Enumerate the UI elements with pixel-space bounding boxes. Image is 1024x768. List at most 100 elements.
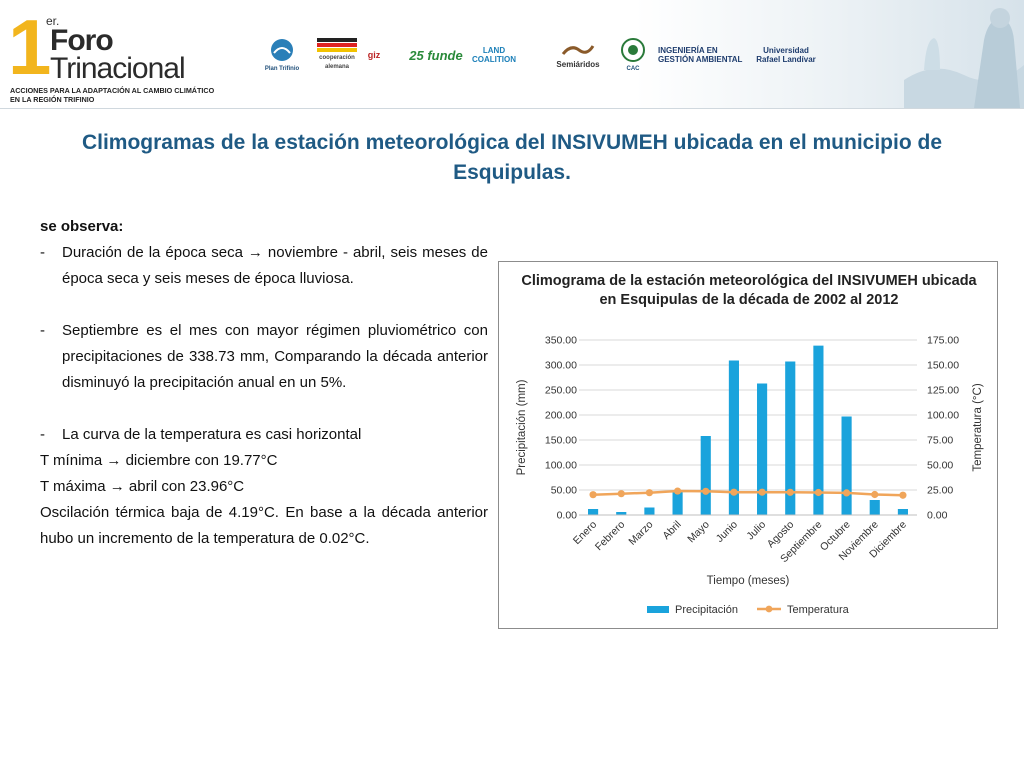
precipitation-bar: [644, 507, 655, 515]
temperature-point: [842, 489, 851, 497]
landscape-illustration-icon: [904, 8, 1024, 108]
temperature-point: [814, 488, 823, 497]
x-tick-label: Abril: [660, 519, 683, 542]
logo-label: Plan Trifinio: [264, 65, 300, 72]
precipitation-bar: [700, 436, 711, 515]
bullet-dry-season: - Duración de la época seca → noviembre …: [40, 240, 488, 292]
url-logo: Universidad Rafael Landívar: [756, 32, 816, 78]
oscilacion-text: Oscilación térmica baja de 4.19°C. En ba…: [40, 504, 488, 547]
bullet-temperature-curve: - La curva de la temperatura es casi hor…: [40, 422, 488, 448]
temperature-point: [617, 490, 625, 498]
page-title: Climogramas de la estación meteorológica…: [81, 131, 943, 184]
climogram-chart: Climograma de la estación meteorológica …: [498, 261, 998, 629]
y-tick-label: 100.00: [545, 460, 577, 472]
y-tick-label: 300.00: [545, 360, 577, 372]
precipitation-bar: [588, 509, 599, 515]
plan-trifinio-logo: Plan Trifinio: [262, 32, 302, 78]
y2-axis-label: Temperatura (°C): [972, 383, 984, 471]
bullet-text: Septiembre es el mes con mayor régimen p…: [62, 322, 488, 391]
bullet-dash: -: [40, 322, 45, 339]
funde-logo: 25 funde: [408, 32, 464, 78]
temperature-point: [645, 489, 654, 497]
y-tick-label: 350.00: [545, 335, 577, 347]
brand-line-1: Foro: [50, 24, 114, 57]
x-tick-label: Febrero: [593, 519, 628, 554]
temperature-point: [702, 487, 710, 495]
foro-trinacional-logo: 1 er. Foro Trinacional ACCIONES PARA LA …: [8, 8, 248, 104]
temperature-point: [871, 490, 879, 499]
precipitation-bar: [616, 512, 627, 515]
brand-line-2: Trinacional: [50, 52, 186, 85]
x-axis-label: Tiempo (meses): [707, 575, 790, 587]
tmin-text: T mínima → diciembre con 19.77°C: [40, 452, 278, 469]
precipitation-bar: [869, 500, 880, 515]
brand-number: 1: [8, 3, 52, 91]
chart-plot: 0.00 50.00 100.00 150.00 200.00 250.00 300.00 3…: [516, 335, 984, 617]
precipitation-bar: [757, 383, 768, 515]
precipitation-bar: [813, 345, 824, 515]
x-tick-label: Marzo: [626, 519, 655, 548]
logo-label: 25 funde: [409, 47, 463, 63]
brand-superscript: er.: [46, 14, 60, 28]
temperature-point: [673, 487, 682, 495]
y2-tick-label: 50.00: [927, 460, 953, 472]
y-tick-label: 50.00: [551, 485, 577, 497]
x-tick-label: Mayo: [685, 519, 712, 546]
y-tick-label: 250.00: [545, 385, 577, 397]
y2-tick-label: 175.00: [927, 335, 959, 347]
precipitation-bar: [841, 416, 852, 515]
logo-label: Semiáridos: [556, 59, 600, 69]
giz-logo: giz: [364, 32, 384, 78]
ingenieria-logo: INGENIERÍA EN GESTIÓN AMBIENTAL: [658, 32, 748, 78]
legend-temperature-label: Temperatura: [787, 604, 850, 616]
logo-label: Universidad Rafael Landívar: [756, 46, 816, 64]
legend-temperature-marker: [765, 605, 773, 613]
precipitation-bar: [672, 491, 683, 515]
tmax-text: T máxima → abril con 23.96°C: [40, 478, 245, 495]
y2-tick-label: 0.00: [927, 510, 948, 522]
x-tick-label: Junio: [714, 519, 740, 545]
land-coalition-logo: LAND COALITION: [472, 32, 517, 78]
logo-label: CAC: [626, 65, 640, 72]
legend-precipitation-label: Precipitación: [675, 604, 738, 616]
brand-tagline: ACCIONES PARA LA ADAPTACIÓN AL CAMBIO CL…: [10, 86, 250, 104]
logo-label: cooperación alemana: [319, 55, 355, 70]
temperature-point: [589, 491, 597, 499]
logo-label: LAND COALITION: [472, 46, 517, 64]
header-banner: 1 er. Foro Trinacional ACCIONES PARA LA …: [0, 0, 1024, 109]
precipitation-bar: [728, 360, 739, 515]
chart-title: Climograma de la estación meteorológica …: [521, 273, 977, 308]
logo-label: INGENIERÍA EN GESTIÓN AMBIENTAL: [658, 46, 743, 64]
tagline-line-1: ACCIONES PARA LA ADAPTACIÓN AL CAMBIO CL…: [10, 86, 215, 95]
logo-label: giz: [367, 49, 381, 60]
temperature-line: [593, 489, 903, 497]
y-tick-label: 0.00: [557, 510, 578, 522]
bullet-dash: -: [40, 244, 45, 261]
bullet-september-rain: - Septiembre es el mes con mayor régimen…: [40, 318, 488, 396]
bullet-text: La curva de la temperatura es casi horiz…: [62, 426, 362, 443]
temperature-point: [786, 488, 794, 496]
cooperacion-alemana-logo: cooperación alemana: [312, 32, 362, 78]
semiaridos-logo: Semiáridos: [548, 32, 608, 78]
precipitation-bar: [785, 361, 796, 515]
y2-tick-label: 25.00: [927, 485, 953, 497]
tagline-line-2: EN LA REGIÓN TRIFINIO: [10, 95, 95, 104]
observations-text: se observa: - Duración de la época seca …: [40, 214, 488, 552]
temperature-point: [730, 488, 738, 496]
y2-tick-label: 100.00: [927, 410, 959, 422]
y-tick-label: 150.00: [545, 435, 577, 447]
bullet-dash: -: [40, 426, 45, 443]
legend-precipitation-swatch: [647, 606, 669, 613]
x-tick-label: Julio: [744, 519, 768, 543]
precipitation-bar: [897, 509, 908, 515]
bullet-text: Duración de la época seca → noviembre - …: [62, 244, 488, 287]
y2-tick-label: 150.00: [927, 360, 959, 372]
y2-tick-label: 125.00: [927, 385, 959, 397]
observations-heading: se observa:: [40, 218, 124, 235]
y-tick-label: 200.00: [545, 410, 577, 422]
y2-tick-label: 75.00: [927, 435, 953, 447]
temperature-point: [758, 488, 766, 496]
cac-logo: CAC: [618, 32, 648, 78]
temperature-point: [899, 491, 907, 499]
y-axis-label: Precipitación (mm): [516, 379, 528, 475]
